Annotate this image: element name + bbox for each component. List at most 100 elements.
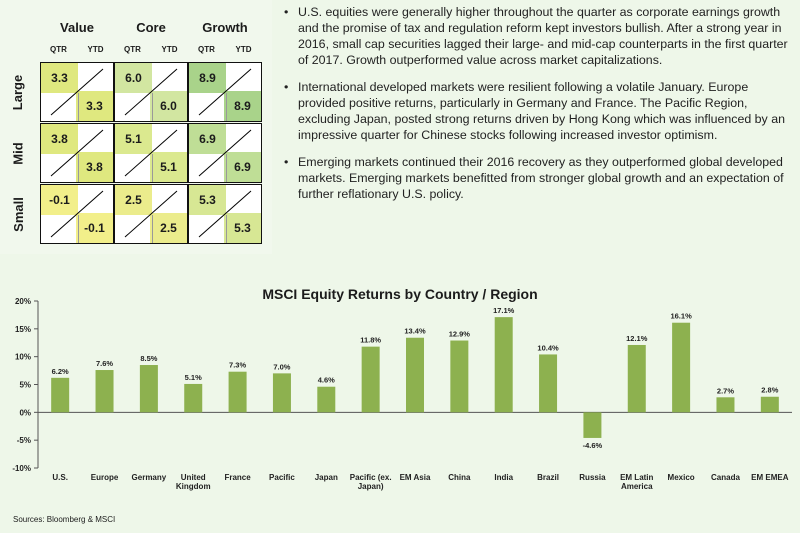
ytd-return: 8.9 — [224, 91, 261, 121]
sub-header-ytd: YTD — [87, 45, 104, 54]
y-tick-label: 20% — [15, 297, 31, 306]
row-header-mid: Mid — [10, 141, 26, 165]
chart-title: MSCI Equity Returns by Country / Region — [262, 286, 538, 302]
cell-divider — [152, 93, 153, 121]
ytd-return: 3.3 — [76, 91, 113, 121]
qtr-return: 8.9 — [189, 63, 226, 93]
bar-value-label: 7.6% — [96, 359, 113, 368]
bar-brazil — [539, 354, 558, 413]
bar-value-label: 13.4% — [404, 327, 426, 336]
chart-panel: MSCI Equity Returns by Country / Region … — [0, 268, 800, 533]
x-tick-label: Brazil — [537, 473, 559, 482]
ytd-return: 6.9 — [224, 152, 261, 182]
bar-value-label: 6.2% — [52, 367, 69, 376]
y-tick-label: 10% — [15, 353, 31, 362]
diagonal-divider — [124, 129, 178, 177]
bar-germany — [139, 365, 158, 413]
cell-divider — [78, 93, 79, 121]
x-tick-label: India — [494, 473, 513, 482]
sub-header-qtr: QTR — [198, 45, 215, 54]
cell-divider — [78, 215, 79, 243]
x-tick-label: Japan — [315, 473, 338, 482]
diagonal-divider — [50, 190, 104, 238]
bar-value-label: 7.3% — [229, 361, 246, 370]
style-cell-small-growth: 5.3 5.3 — [188, 184, 262, 244]
y-tick-label: 5% — [19, 381, 31, 390]
y-tick-label: -5% — [17, 436, 31, 445]
bar-india — [494, 317, 513, 413]
y-tick-label: -10% — [12, 464, 31, 473]
x-tick-label: EM Asia — [400, 473, 431, 482]
bar-united-kingdom — [184, 383, 203, 413]
cell-divider — [152, 154, 153, 182]
sub-header-ytd: YTD — [235, 45, 252, 54]
bar-em-asia — [406, 337, 424, 413]
column-header-value: Value — [60, 20, 94, 35]
sub-header-qtr: QTR — [124, 45, 141, 54]
bar-china — [450, 340, 469, 413]
style-cell-large-growth: 8.9 8.9 — [188, 62, 262, 122]
column-header-core: Core — [136, 20, 166, 35]
bar-canada — [716, 397, 735, 413]
sub-header-qtr: QTR — [50, 45, 67, 54]
bar-em-latin-america — [627, 344, 646, 413]
x-tick-label: France — [224, 473, 251, 482]
style-cell-mid-core: 5.1 5.1 — [114, 123, 188, 183]
diagonal-divider — [198, 129, 252, 177]
bar-value-label: 11.8% — [360, 336, 381, 345]
cell-divider — [226, 154, 227, 182]
x-tick-label: United — [181, 473, 206, 482]
style-cell-large-core: 6.0 6.0 — [114, 62, 188, 122]
x-tick-label: Germany — [132, 473, 167, 482]
diagonal-divider — [50, 68, 104, 116]
bar-value-label: 17.1% — [493, 306, 515, 315]
bar-europe — [95, 370, 114, 413]
bar-mexico — [672, 322, 691, 413]
commentary-us-equities: U.S. equities were generally higher thro… — [284, 4, 792, 68]
bar-value-label: -4.6% — [583, 441, 603, 450]
x-tick-label: Europe — [91, 473, 119, 482]
ytd-return: 2.5 — [150, 213, 187, 243]
diagonal-divider — [124, 190, 178, 238]
diagonal-divider — [124, 68, 178, 116]
style-cell-mid-value: 3.8 3.8 — [40, 123, 114, 183]
market-commentary: U.S. equities were generally higher thro… — [284, 4, 792, 213]
bar-japan — [317, 386, 336, 413]
bar-value-label: 12.1% — [626, 334, 648, 343]
bar-value-label: 2.7% — [717, 386, 734, 395]
ytd-return: 5.3 — [224, 213, 261, 243]
diagonal-divider — [198, 68, 252, 116]
bar-value-label: 4.6% — [318, 376, 335, 385]
qtr-return: 6.9 — [189, 124, 226, 154]
x-tick-label: Kingdom — [176, 482, 211, 491]
style-cell-small-value: -0.1 -0.1 — [40, 184, 114, 244]
x-tick-label: Pacific — [269, 473, 295, 482]
x-tick-label: Canada — [711, 473, 740, 482]
bar-value-label: 8.5% — [140, 354, 157, 363]
style-cell-mid-growth: 6.9 6.9 — [188, 123, 262, 183]
qtr-return: -0.1 — [41, 185, 78, 215]
style-cell-large-value: 3.3 3.3 — [40, 62, 114, 122]
y-tick-label: 15% — [15, 325, 31, 334]
bar-value-label: 10.4% — [537, 343, 559, 352]
x-tick-label: China — [448, 473, 471, 482]
x-tick-label: Mexico — [668, 473, 695, 482]
style-cell-small-core: 2.5 2.5 — [114, 184, 188, 244]
ytd-return: -0.1 — [76, 213, 113, 243]
column-header-growth: Growth — [202, 20, 248, 35]
bar-france — [228, 371, 247, 413]
qtr-return: 5.1 — [115, 124, 152, 154]
source-note: Sources: Bloomberg & MSCI — [13, 515, 116, 524]
x-tick-label: Russia — [579, 473, 606, 482]
x-tick-label: EM EMEA — [751, 473, 789, 482]
row-header-small: Small — [10, 196, 26, 232]
ytd-return: 5.1 — [150, 152, 187, 182]
sub-header-ytd: YTD — [161, 45, 178, 54]
qtr-return: 2.5 — [115, 185, 152, 215]
x-tick-label: U.S. — [52, 473, 68, 482]
diagonal-divider — [198, 190, 252, 238]
qtr-return: 3.3 — [41, 63, 78, 93]
bar-value-label: 2.8% — [761, 386, 778, 395]
bar-chart: -10% -5% 0% 5% 10% 15% 20% 6.2% U.S. 7.6% Europe 8.… — [12, 297, 792, 491]
style-box-grid: Value Core Growth QTR YTD QTR YTD QTR YT… — [0, 0, 272, 254]
